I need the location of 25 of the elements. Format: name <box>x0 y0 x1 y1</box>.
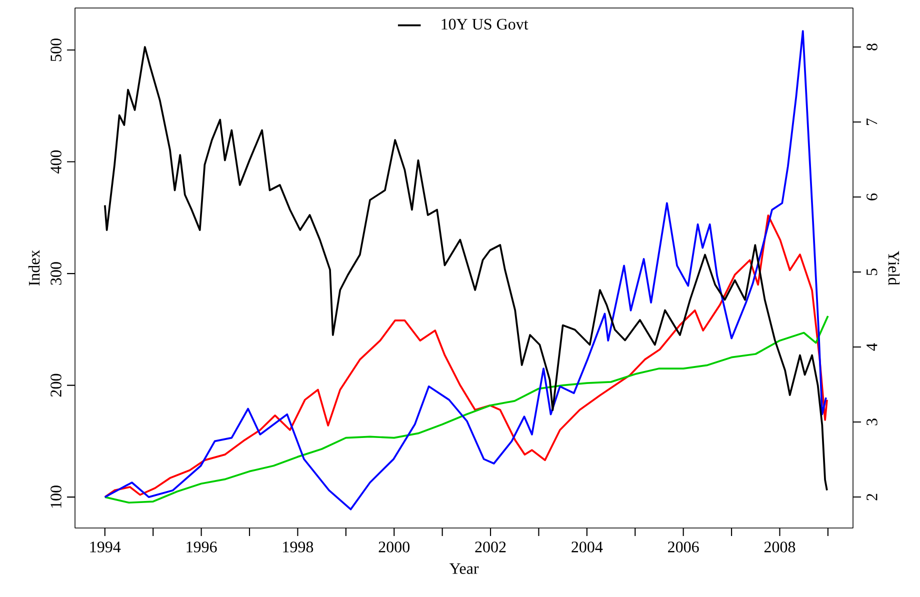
y2-tick-label: 5 <box>866 268 878 276</box>
x-tick-label: 1998 <box>283 542 314 552</box>
x-axis-title: Year <box>449 563 479 574</box>
y-tick-label: 300 <box>50 262 62 285</box>
x-tick-label: 1994 <box>90 542 121 552</box>
x-tick-label: 2008 <box>764 542 796 552</box>
y-tick-label: 200 <box>50 374 62 397</box>
y2-axis-title: Yield <box>888 250 900 286</box>
y-tick-label: 100 <box>50 486 62 508</box>
y-tick-label: 400 <box>50 150 62 174</box>
x-tick-label: 2000 <box>378 542 410 552</box>
y2-tick-label: 2 <box>866 494 878 500</box>
x-tick-label: 1996 <box>186 542 217 552</box>
y-axis-title: Index <box>28 250 40 286</box>
x-tick-label: 2006 <box>668 542 699 552</box>
legend-label: 10Y US Govt <box>442 18 528 30</box>
y2-tick-label: 4 <box>866 343 878 351</box>
y2-tick-label: 7 <box>866 118 878 125</box>
y-tick-label: 500 <box>50 38 62 62</box>
y2-tick-label: 3 <box>866 418 878 426</box>
line-series <box>104 315 829 504</box>
x-tick-label: 2002 <box>475 542 506 552</box>
y2-tick-label: 6 <box>866 193 878 200</box>
y2-tick-label: 8 <box>866 44 878 50</box>
x-tick-label: 2004 <box>572 542 603 552</box>
